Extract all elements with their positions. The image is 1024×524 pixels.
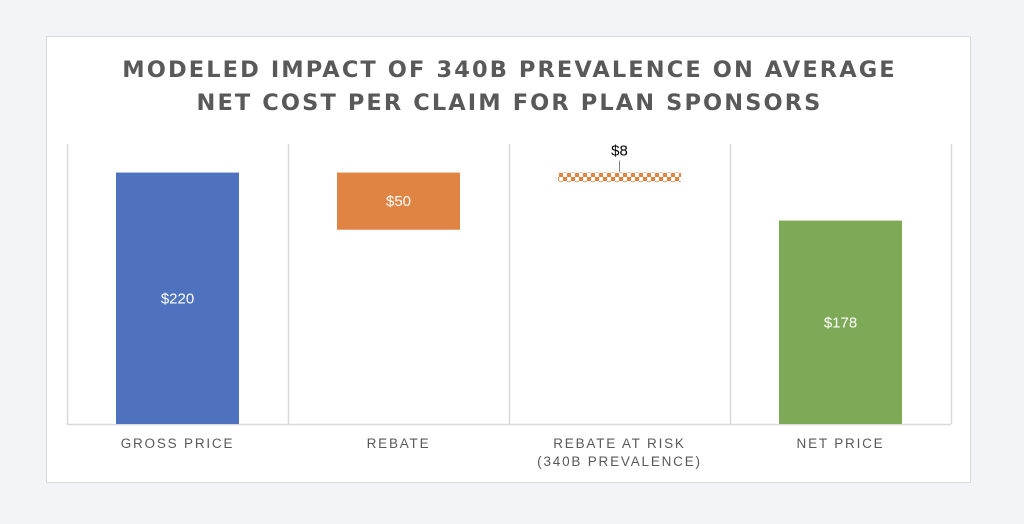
bar-rebate-at-risk-340b-prevalence (558, 172, 681, 182)
x-tick-label: GROSS PRICE (121, 436, 235, 451)
bar-gross-price (116, 172, 239, 424)
data-label: $178 (824, 314, 857, 331)
x-tick-label: REBATE (367, 436, 431, 451)
bar-rebate (337, 172, 460, 230)
data-label: $220 (161, 290, 194, 307)
data-label: $8 (611, 143, 628, 160)
chart-title-line-1: MODELED IMPACT OF 340B PREVALENCE ON AVE… (122, 57, 897, 83)
chart-title: MODELED IMPACT OF 340B PREVALENCE ON AVE… (47, 54, 972, 120)
x-tick-label: NET PRICE (797, 436, 885, 451)
x-tick-label: REBATE AT RISK (553, 436, 685, 451)
bar-net-price (779, 220, 902, 424)
waterfall-chart: $220 $50 $8 $178 GROSS PRICE REBATE REBATE AT… (66, 143, 953, 469)
data-label: $50 (386, 193, 411, 210)
chart-card: MODELED IMPACT OF 340B PREVALENCE ON AVE… (46, 36, 971, 483)
chart-title-line-2: NET COST PER CLAIM FOR PLAN SPONSORS (196, 90, 823, 116)
x-tick-label: (340B PREVALENCE) (537, 454, 702, 469)
